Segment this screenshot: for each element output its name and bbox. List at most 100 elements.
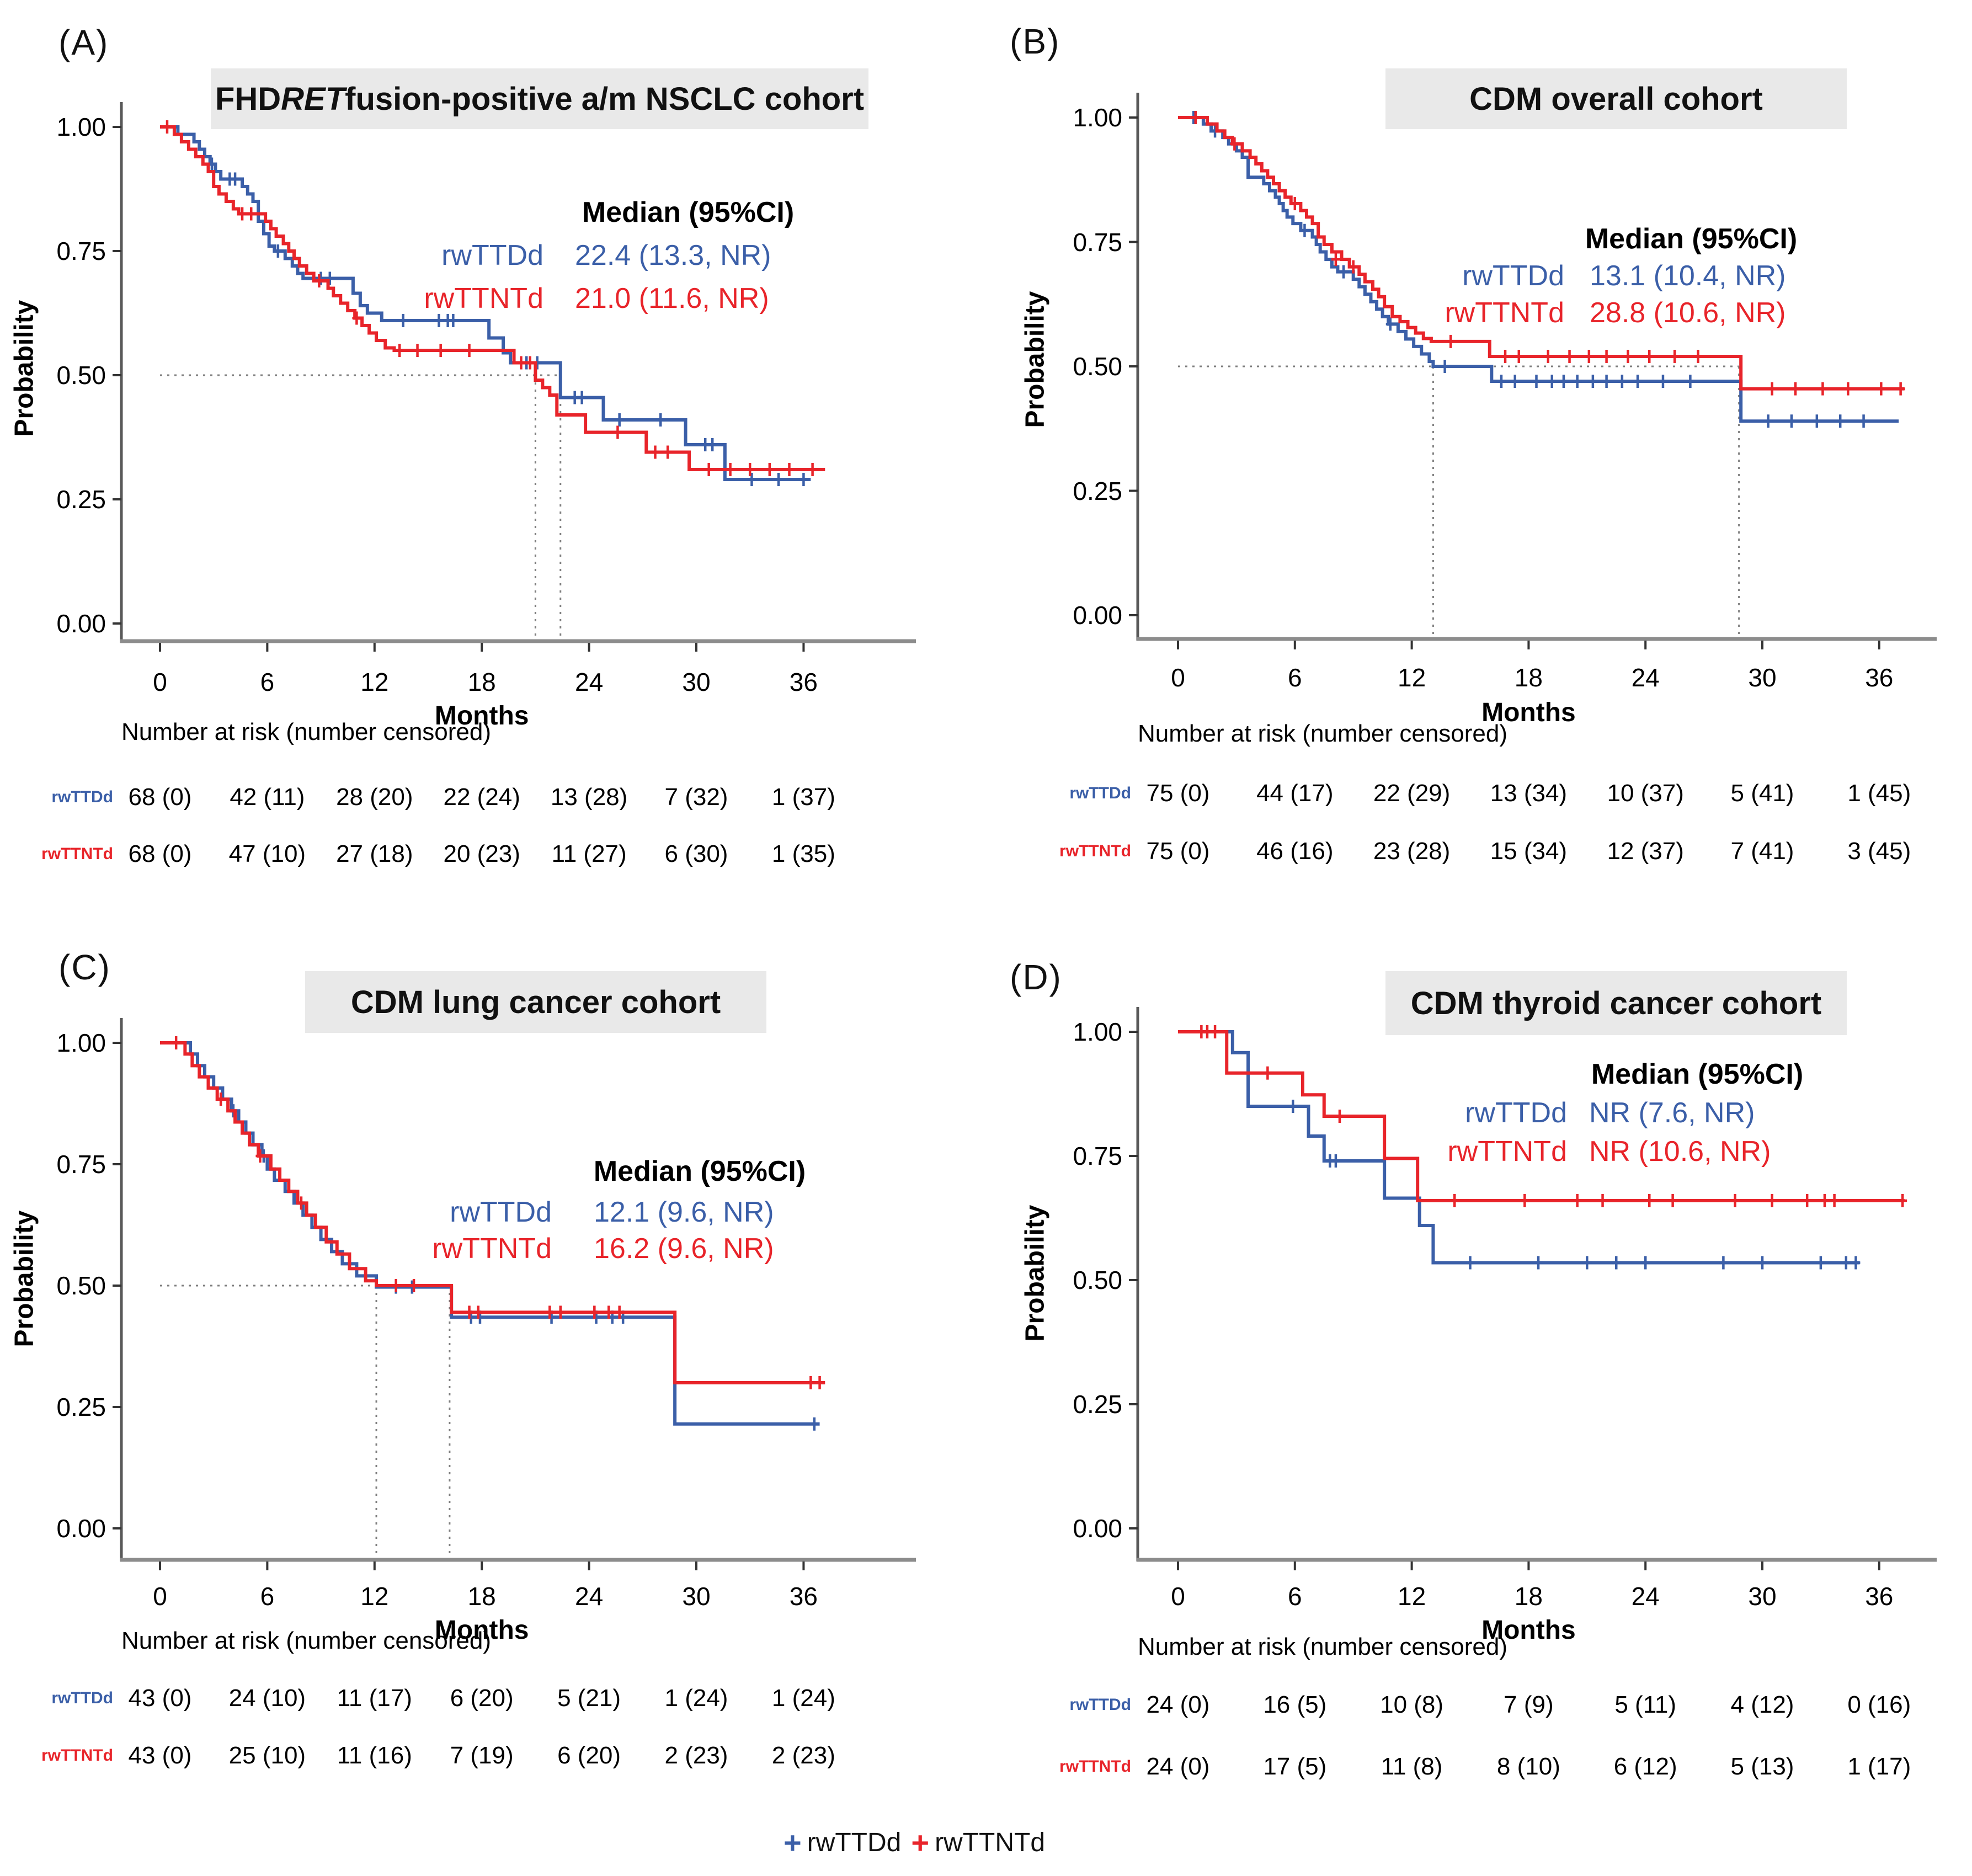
y-tick-label: 0.75: [56, 1150, 106, 1179]
plus-marker-icon: +: [911, 1825, 930, 1860]
risk-cell: 15 (34): [1490, 838, 1568, 865]
median-header: Median (95%CI): [582, 196, 795, 228]
km-curve-rwTTNTd: [160, 1041, 825, 1384]
risk-cell: 47 (10): [228, 840, 306, 867]
risk-row-label: rwTTNTd: [1059, 842, 1131, 860]
risk-cell: 6 (12): [1613, 1753, 1677, 1780]
risk-cell: 2 (23): [664, 1742, 728, 1769]
risk-cell: 24 (10): [228, 1685, 306, 1712]
km-curve-rwTTDd: [1178, 116, 1899, 423]
risk-cell: 1 (35): [771, 840, 835, 867]
risk-cell: 10 (37): [1607, 780, 1684, 807]
km-curve-rwTTDd: [1178, 1030, 1860, 1265]
x-axis-label: Months: [1481, 1616, 1576, 1645]
risk-cell: 1 (24): [771, 1685, 835, 1712]
median-series-label: rwTTNTd: [424, 283, 543, 315]
y-tick-label: 0.50: [1073, 352, 1122, 381]
panel-title-text: fusion-positive a/m NSCLC cohort: [345, 81, 865, 117]
median-value: 13.1 (10.4, NR): [1590, 260, 1786, 292]
panel-title: FHD RET fusion-positive a/m NSCLC cohort: [211, 68, 868, 129]
risk-cell: 13 (28): [550, 784, 628, 811]
km-plot: [1129, 93, 1937, 649]
panel-title-text: CDM lung cancer cohort: [350, 984, 721, 1020]
y-tick-label: 1.00: [56, 113, 106, 141]
risk-cell: 5 (11): [1614, 1691, 1677, 1718]
y-tick-label: 0.25: [1073, 1390, 1122, 1419]
km-curve-rwTTNTd: [160, 125, 825, 471]
x-tick-label: 36: [789, 668, 818, 696]
x-tick-label: 36: [789, 1582, 818, 1611]
y-tick-label: 1.00: [56, 1028, 106, 1057]
risk-cell: 1 (37): [771, 784, 835, 811]
x-tick-label: 0: [153, 668, 167, 696]
risk-table-header: Number at risk (number censored): [1138, 1633, 1508, 1660]
risk-cell: 11 (8): [1381, 1753, 1443, 1780]
panel-title: CDM thyroid cancer cohort: [1385, 971, 1847, 1035]
panel-letter-label: (D): [1010, 957, 1062, 997]
risk-cell: 5 (41): [1730, 780, 1794, 807]
risk-row-label: rwTTDd: [51, 788, 113, 806]
km-plot: [113, 102, 916, 652]
x-tick-label: 24: [1631, 663, 1660, 692]
panel-title-text: CDM thyroid cancer cohort: [1410, 985, 1822, 1021]
median-value: 28.8 (10.6, NR): [1590, 297, 1786, 329]
risk-cell: 3 (45): [1847, 838, 1911, 865]
risk-cell: 13 (34): [1490, 780, 1568, 807]
panel-b: (B) CDM overall cohort Probability 1.00 0.75…: [988, 0, 1972, 938]
risk-cell: 22 (29): [1373, 780, 1451, 807]
x-tick-label: 12: [360, 1582, 389, 1611]
y-tick-label: 0.50: [56, 361, 106, 390]
risk-cell: 46 (16): [1256, 838, 1334, 865]
plus-marker-icon: +: [784, 1825, 802, 1860]
x-tick-label: 36: [1865, 1582, 1894, 1611]
x-tick-label: 36: [1865, 663, 1894, 692]
risk-cell: 8 (10): [1496, 1753, 1560, 1780]
risk-row-label: rwTTNTd: [41, 1746, 113, 1765]
median-series-label: rwTTDd: [441, 239, 543, 271]
risk-row-label: rwTTDd: [1069, 784, 1131, 802]
x-tick-label: 24: [575, 1582, 604, 1611]
median-value: 12.1 (9.6, NR): [594, 1196, 774, 1228]
risk-cell: 6 (30): [664, 840, 728, 867]
risk-cell: 5 (13): [1730, 1753, 1794, 1780]
median-series-label: rwTTNTd: [1445, 297, 1564, 329]
risk-cell: 43 (0): [128, 1685, 192, 1712]
risk-cell: 11 (16): [337, 1742, 412, 1769]
y-tick-label: 0.25: [56, 485, 106, 514]
km-curve-rwTTDd: [160, 125, 811, 481]
risk-cell: 7 (9): [1504, 1691, 1554, 1718]
risk-cell: 2 (23): [771, 1742, 835, 1769]
risk-cell: 42 (11): [230, 784, 305, 811]
median-value: NR (7.6, NR): [1589, 1097, 1755, 1129]
y-tick-label: 0.75: [1073, 227, 1122, 257]
legend-label: rwTTNTd: [935, 1828, 1046, 1857]
y-tick-label: 0.25: [56, 1393, 106, 1421]
risk-table-header: Number at risk (number censored): [1138, 720, 1508, 747]
y-tick-label: 0.50: [56, 1271, 106, 1300]
risk-cell: 24 (0): [1146, 1691, 1210, 1718]
y-tick-label: 0.00: [56, 1514, 106, 1543]
y-tick-label: 0.00: [1073, 601, 1122, 630]
panel-title: CDM lung cancer cohort: [305, 971, 766, 1033]
risk-cell: 24 (0): [1146, 1753, 1210, 1780]
x-tick-label: 12: [360, 668, 389, 696]
risk-cell: 6 (20): [557, 1742, 621, 1769]
y-tick-label: 1.00: [1073, 103, 1122, 132]
y-tick-label: 0.25: [1073, 476, 1122, 505]
median-header: Median (95%CI): [1591, 1058, 1804, 1090]
risk-cell: 68 (0): [128, 784, 192, 811]
x-tick-label: 30: [682, 1582, 711, 1611]
km-curve-rwTTNTd: [1178, 1030, 1905, 1202]
km-plot: [1129, 1007, 1937, 1570]
panel-letter-label: (B): [1010, 22, 1060, 61]
x-tick-label: 6: [260, 668, 275, 696]
x-tick-label: 18: [1514, 663, 1543, 692]
risk-cell: 25 (10): [228, 1742, 306, 1769]
risk-cell: 5 (21): [557, 1685, 621, 1712]
risk-cell: 17 (5): [1263, 1753, 1327, 1780]
panel-letter-label: (C): [58, 947, 111, 987]
risk-row-label: rwTTNTd: [1059, 1757, 1131, 1776]
median-value: NR (10.6, NR): [1589, 1136, 1771, 1168]
risk-cell: 75 (0): [1146, 838, 1210, 865]
